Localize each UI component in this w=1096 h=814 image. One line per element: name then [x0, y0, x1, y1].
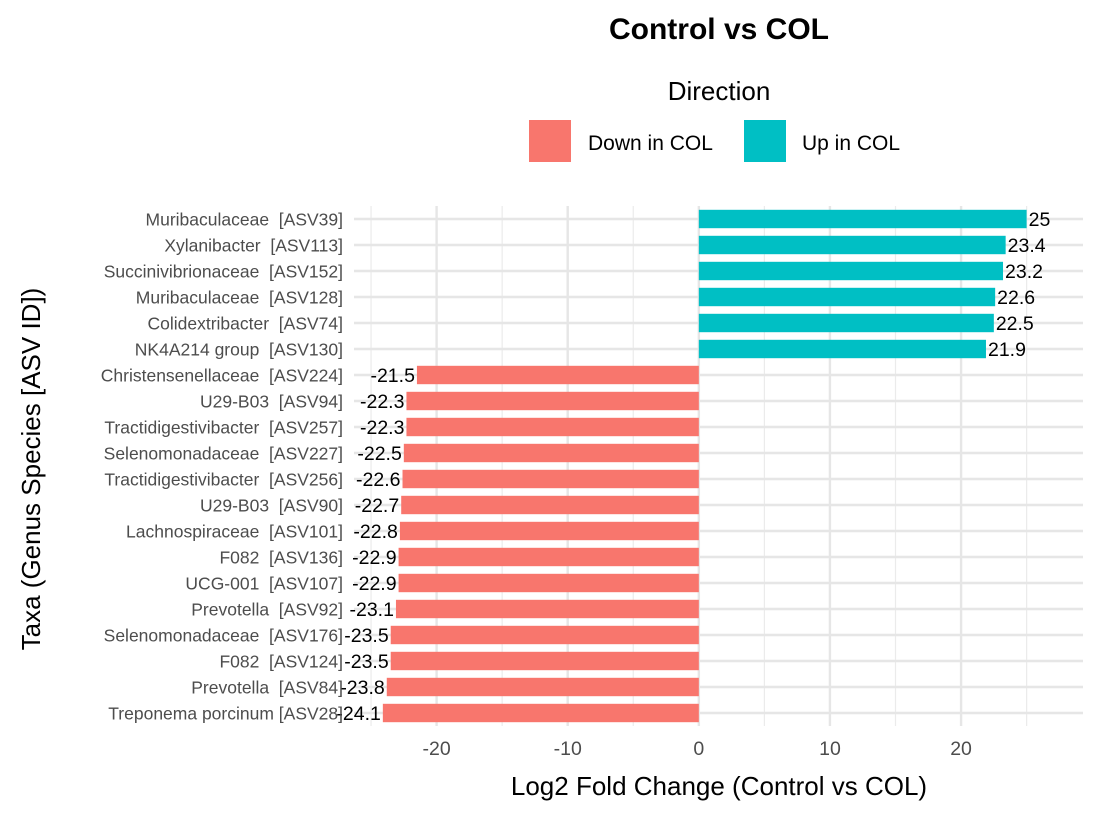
bar	[416, 365, 699, 385]
bar	[401, 495, 699, 515]
chart-title: Control vs COL	[609, 13, 829, 46]
bar-value-label: 23.2	[1005, 261, 1043, 283]
y-tick-label: UCG-001 [ASV107]	[185, 574, 343, 594]
legend-swatch-up	[744, 120, 786, 162]
legend-label-up: Up in COL	[802, 132, 900, 155]
y-tick-label: Christensenellaceae [ASV224]	[101, 366, 343, 386]
y-tick-label: Xylanibacter [ASV113]	[164, 236, 343, 256]
bar	[399, 521, 699, 541]
bar	[390, 651, 699, 671]
y-tick-label: Succinivibrionaceae [ASV152]	[104, 262, 343, 282]
bar	[398, 573, 699, 593]
y-tick-label: Selenomonadaceae [ASV227]	[104, 444, 343, 464]
legend: Down in COL Up in COL	[529, 120, 900, 162]
bar-value-label: 23.4	[1008, 235, 1046, 257]
bar-value-label: -23.8	[340, 677, 384, 699]
bar-value-label: 21.9	[988, 339, 1026, 361]
bar-value-label: -23.5	[344, 625, 389, 647]
x-axis-tick-labels: -20 -10 0 10 20	[423, 738, 973, 760]
bars-group	[382, 209, 1027, 723]
bar	[698, 339, 986, 359]
bar	[398, 547, 699, 567]
bar	[698, 261, 1004, 281]
bar	[386, 677, 699, 697]
bar-value-label: -22.3	[360, 391, 404, 413]
bar-value-label: 22.5	[996, 313, 1034, 335]
bar-value-label: -24.1	[336, 703, 380, 725]
y-tick-label: U29-B03 [ASV90]	[200, 496, 343, 516]
bar	[403, 443, 699, 463]
y-tick-label: F082 [ASV136]	[219, 548, 343, 568]
y-tick-label: Lachnospiraceae [ASV101]	[126, 522, 343, 542]
bar-value-label: -22.8	[353, 521, 397, 543]
y-axis-tick-labels: Muribaculaceae [ASV39] Xylanibacter [ASV1…	[101, 210, 343, 724]
bar	[382, 703, 699, 723]
bar-value-labels: 25 23.4 23.2 22.6 22.5 21.9 -21.5 -22.3 -22.3 -22…	[336, 209, 1050, 725]
y-tick-label: Muribaculaceae [ASV39]	[146, 210, 343, 230]
x-tick-label: 10	[819, 738, 841, 760]
x-tick-label: 20	[950, 738, 972, 760]
x-axis-title: Log2 Fold Change (Control vs COL)	[511, 771, 927, 801]
x-tick-label: -10	[554, 738, 582, 760]
legend-title: Direction	[668, 76, 771, 106]
y-tick-label: Prevotella [ASV92]	[191, 600, 343, 620]
bar-value-label: -22.5	[357, 443, 402, 465]
y-axis-title: Taxa (Genus Species [ASV ID])	[16, 288, 46, 651]
bar-value-label: 22.6	[997, 287, 1035, 309]
y-tick-label: Selenomonadaceae [ASV176]	[104, 626, 343, 646]
bar	[698, 313, 994, 333]
bar-value-label: -23.5	[344, 651, 389, 673]
x-tick-label: 0	[693, 738, 704, 760]
bar-value-label: -22.9	[352, 573, 396, 595]
y-tick-label: Treponema porcinum [ASV28]	[108, 704, 343, 724]
legend-label-down: Down in COL	[588, 132, 713, 155]
bar	[698, 287, 996, 307]
grid-lines	[354, 206, 1083, 726]
bar	[698, 209, 1027, 229]
y-tick-label: U29-B03 [ASV94]	[200, 392, 343, 412]
bar-value-label: -22.9	[352, 547, 396, 569]
y-tick-label: Muribaculaceae [ASV128]	[136, 288, 343, 308]
y-tick-label: Tractidigestivibacter [ASV257]	[104, 418, 343, 438]
bar-value-label: -22.3	[360, 417, 404, 439]
bar-value-label: 25	[1029, 209, 1051, 231]
bar	[390, 625, 699, 645]
y-tick-label: F082 [ASV124]	[219, 652, 343, 672]
legend-swatch-down	[529, 120, 571, 162]
y-tick-label: Tractidigestivibacter [ASV256]	[104, 470, 343, 490]
y-tick-label: Prevotella [ASV84]	[191, 678, 343, 698]
bar	[395, 599, 699, 619]
bar	[698, 235, 1006, 255]
y-tick-label: Colidextribacter [ASV74]	[147, 314, 343, 334]
y-tick-label: NK4A214 group [ASV130]	[135, 340, 343, 360]
bar	[402, 469, 699, 489]
bar-value-label: -22.6	[356, 469, 400, 491]
bar-value-label: -21.5	[370, 365, 415, 387]
bar-value-label: -23.1	[350, 599, 394, 621]
bar-value-label: -22.7	[355, 495, 399, 517]
bar	[406, 417, 699, 437]
x-tick-label: -20	[423, 738, 451, 760]
bar	[406, 391, 699, 411]
